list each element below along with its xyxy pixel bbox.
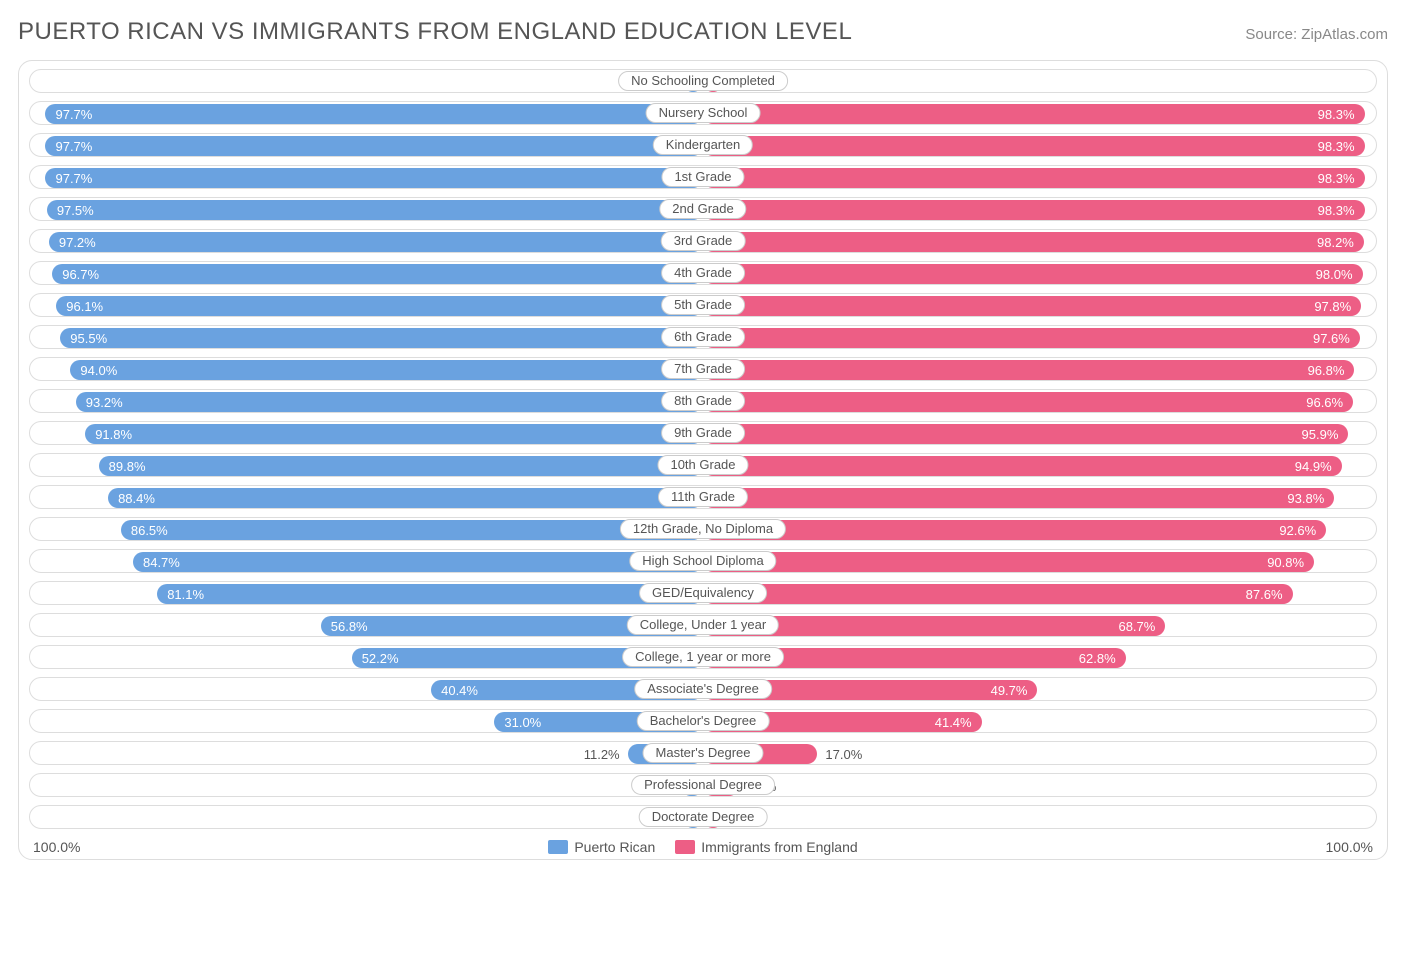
chart-row: 97.7%98.3%1st Grade xyxy=(29,165,1377,189)
source-label: Source: xyxy=(1245,26,1297,43)
category-label: 10th Grade xyxy=(657,455,748,475)
category-label: 6th Grade xyxy=(661,327,745,347)
bar-right: 96.6% xyxy=(703,392,1353,412)
header: PUERTO RICAN VS IMMIGRANTS FROM ENGLAND … xyxy=(18,18,1388,46)
chart-row: 91.8%95.9%9th Grade xyxy=(29,421,1377,445)
category-label: 2nd Grade xyxy=(659,199,746,219)
category-label: Associate's Degree xyxy=(634,679,772,699)
chart-row: 97.2%98.2%3rd Grade xyxy=(29,229,1377,253)
legend-label-right: Immigrants from England xyxy=(701,839,857,855)
chart-row: 31.0%41.4%Bachelor's Degree xyxy=(29,709,1377,733)
bar-right: 94.9% xyxy=(703,456,1342,476)
chart-row: 97.7%98.3%Kindergarten xyxy=(29,133,1377,157)
bar-left: 97.5% xyxy=(47,200,703,220)
source-name: ZipAtlas.com xyxy=(1301,26,1388,43)
category-label: Master's Degree xyxy=(643,743,764,763)
chart-row: 94.0%96.8%7th Grade xyxy=(29,357,1377,381)
category-label: 12th Grade, No Diploma xyxy=(620,519,786,539)
bar-right: 98.3% xyxy=(703,200,1365,220)
bar-right: 98.2% xyxy=(703,232,1364,252)
legend-item-left: Puerto Rican xyxy=(548,839,655,855)
bar-right: 90.8% xyxy=(703,552,1314,572)
axis-label-right: 100.0% xyxy=(1326,839,1373,855)
bar-left: 93.2% xyxy=(76,392,703,412)
category-label: High School Diploma xyxy=(629,551,776,571)
bar-left: 97.7% xyxy=(45,168,703,188)
chart-row: 84.7%90.8%High School Diploma xyxy=(29,549,1377,573)
bar-right: 87.6% xyxy=(703,584,1293,604)
bar-left: 96.1% xyxy=(56,296,703,316)
chart-row: 3.2%5.3%Professional Degree xyxy=(29,773,1377,797)
bar-left: 88.4% xyxy=(108,488,703,508)
bar-left: 89.8% xyxy=(99,456,703,476)
chart-row: 56.8%68.7%College, Under 1 year xyxy=(29,613,1377,637)
category-label: GED/Equivalency xyxy=(639,583,767,603)
bar-left: 97.7% xyxy=(45,104,703,124)
category-label: 4th Grade xyxy=(661,263,745,283)
legend-swatch-left xyxy=(548,840,568,854)
bar-left: 97.7% xyxy=(45,136,703,156)
bar-right-value: 17.0% xyxy=(825,744,862,764)
chart-row: 96.7%98.0%4th Grade xyxy=(29,261,1377,285)
chart-row: 95.5%97.6%6th Grade xyxy=(29,325,1377,349)
chart-row: 11.2% 17.0% Master's Degree xyxy=(29,741,1377,765)
bar-right: 98.3% xyxy=(703,136,1365,156)
bar-left: 84.7% xyxy=(133,552,703,572)
category-label: Doctorate Degree xyxy=(639,807,768,827)
chart-row: 1.4%2.2%Doctorate Degree xyxy=(29,805,1377,829)
bar-right: 92.6% xyxy=(703,520,1326,540)
category-label: 7th Grade xyxy=(661,359,745,379)
chart-rows: 2.3%1.7%No Schooling Completed97.7%98.3%… xyxy=(29,69,1377,829)
chart-row: 52.2%62.8%College, 1 year or more xyxy=(29,645,1377,669)
category-label: 8th Grade xyxy=(661,391,745,411)
bar-left: 86.5% xyxy=(121,520,703,540)
category-label: 5th Grade xyxy=(661,295,745,315)
bar-right: 96.8% xyxy=(703,360,1354,380)
bar-right: 98.3% xyxy=(703,104,1365,124)
bar-left: 94.0% xyxy=(70,360,703,380)
bar-right: 98.3% xyxy=(703,168,1365,188)
legend-item-right: Immigrants from England xyxy=(675,839,857,855)
chart-row: 89.8%94.9%10th Grade xyxy=(29,453,1377,477)
category-label: No Schooling Completed xyxy=(618,71,788,91)
category-label: College, Under 1 year xyxy=(627,615,779,635)
bar-right: 98.0% xyxy=(703,264,1363,284)
chart-row: 2.3%1.7%No Schooling Completed xyxy=(29,69,1377,93)
chart-row: 97.7%98.3%Nursery School xyxy=(29,101,1377,125)
bar-left: 81.1% xyxy=(157,584,703,604)
category-label: 11th Grade xyxy=(658,487,748,507)
legend-center: Puerto Rican Immigrants from England xyxy=(548,839,857,855)
legend-label-left: Puerto Rican xyxy=(574,839,655,855)
category-label: Nursery School xyxy=(646,103,761,123)
category-label: 1st Grade xyxy=(661,167,744,187)
category-label: Bachelor's Degree xyxy=(637,711,770,731)
category-label: 3rd Grade xyxy=(661,231,746,251)
category-label: 9th Grade xyxy=(661,423,745,443)
bar-left: 97.2% xyxy=(49,232,703,252)
chart-row: 93.2%96.6%8th Grade xyxy=(29,389,1377,413)
category-label: Professional Degree xyxy=(631,775,775,795)
source-attribution: Source: ZipAtlas.com xyxy=(1245,26,1388,43)
category-label: Kindergarten xyxy=(653,135,753,155)
chart-container: 2.3%1.7%No Schooling Completed97.7%98.3%… xyxy=(18,60,1388,860)
legend-swatch-right xyxy=(675,840,695,854)
bar-right: 95.9% xyxy=(703,424,1348,444)
bar-left: 95.5% xyxy=(60,328,703,348)
chart-row: 97.5%98.3%2nd Grade xyxy=(29,197,1377,221)
bar-left-value: 11.2% xyxy=(584,744,620,764)
chart-title: PUERTO RICAN VS IMMIGRANTS FROM ENGLAND … xyxy=(18,18,852,46)
bar-right: 97.8% xyxy=(703,296,1361,316)
bar-left: 96.7% xyxy=(52,264,703,284)
chart-row: 96.1%97.8%5th Grade xyxy=(29,293,1377,317)
legend-row: 100.0% Puerto Rican Immigrants from Engl… xyxy=(29,837,1377,855)
axis-label-left: 100.0% xyxy=(33,839,80,855)
bar-left: 91.8% xyxy=(85,424,703,444)
bar-right: 97.6% xyxy=(703,328,1360,348)
category-label: College, 1 year or more xyxy=(622,647,784,667)
chart-row: 86.5%92.6%12th Grade, No Diploma xyxy=(29,517,1377,541)
chart-row: 40.4%49.7%Associate's Degree xyxy=(29,677,1377,701)
bar-right: 93.8% xyxy=(703,488,1334,508)
chart-row: 88.4%93.8%11th Grade xyxy=(29,485,1377,509)
chart-row: 81.1%87.6%GED/Equivalency xyxy=(29,581,1377,605)
